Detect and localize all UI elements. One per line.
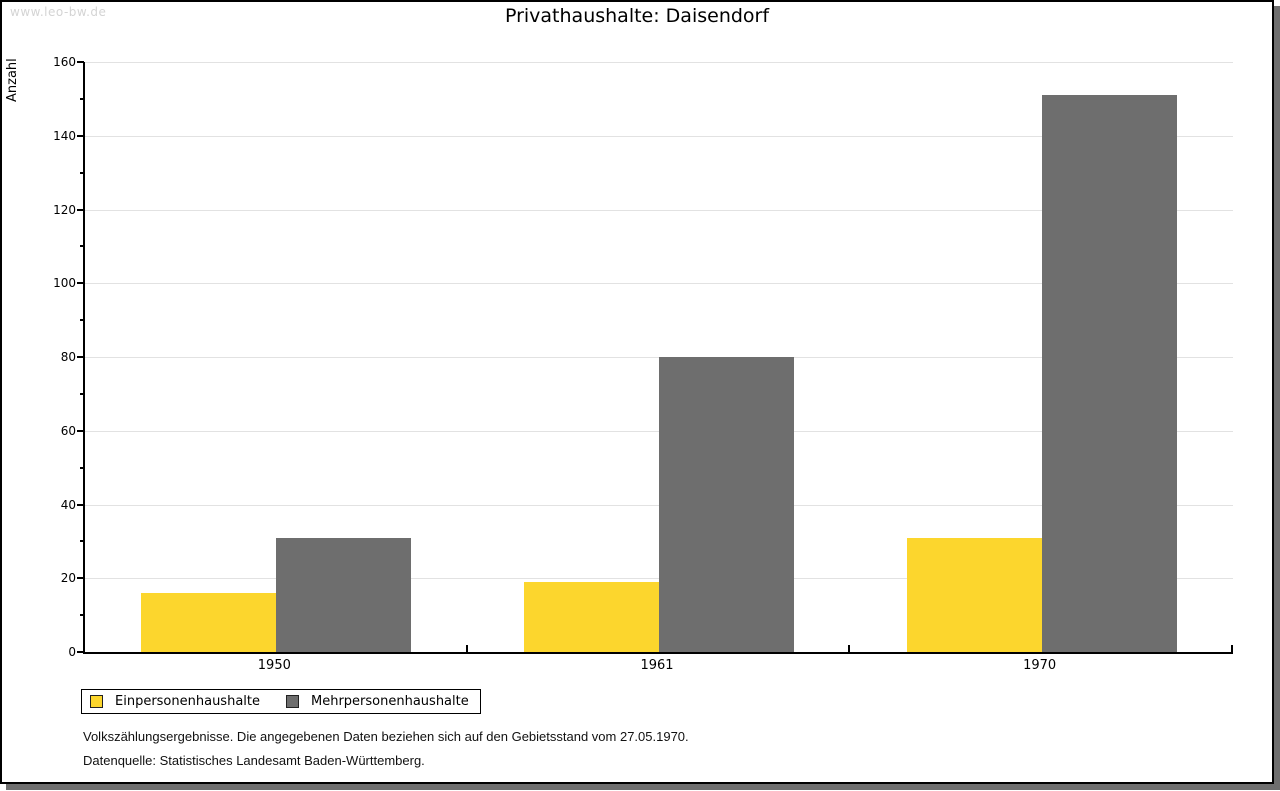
y-tick-minor-30	[80, 540, 84, 543]
legend-swatch-einpersonenhaushalte-icon	[90, 695, 103, 708]
y-tick-minor-110	[80, 245, 84, 248]
y-tick-label-160: 160	[53, 55, 76, 69]
legend: Einpersonenhaushalte Mehrpersonenhaushal…	[81, 689, 481, 714]
y-tick-major-40	[77, 503, 84, 506]
y-tick-minor-50	[80, 466, 84, 469]
bar-einpersonenhaushalte-1970	[906, 537, 1042, 652]
x-tick-label-1950: 1950	[257, 658, 291, 673]
y-tick-major-120	[77, 208, 84, 211]
legend-swatch-mehrpersonenhaushalte-icon	[286, 695, 299, 708]
chart-title: Privathaushalte: Daisendorf	[504, 5, 770, 27]
x-boundary-tick-1	[466, 645, 468, 652]
y-tick-minor-70	[80, 392, 84, 395]
footnote-source-note: Volkszählungsergebnisse. Die angegebenen…	[83, 729, 689, 744]
bar-mehrpersonenhaushalte-1950	[276, 537, 412, 652]
y-tick-label-80: 80	[60, 350, 76, 364]
y-tick-minor-150	[80, 97, 84, 100]
legend-label-mehrpersonenhaushalte: Mehrpersonenhaushalte	[311, 694, 469, 709]
y-tick-major-160	[77, 61, 84, 63]
gridline-y-160	[85, 62, 1233, 63]
bar-mehrpersonenhaushalte-1961	[659, 357, 794, 652]
legend-item-mehrpersonenhaushalte: Mehrpersonenhaushalte	[286, 694, 469, 709]
y-tick-major-100	[77, 282, 84, 285]
plot-area	[77, 61, 1233, 654]
watermark: www.leo-bw.de	[10, 5, 107, 19]
y-tick-minor-130	[80, 171, 84, 174]
y-tick-major-20	[77, 577, 84, 580]
x-tick-label-1961: 1961	[640, 658, 674, 673]
y-tick-major-60	[77, 429, 84, 432]
x-boundary-tick-3	[1231, 645, 1233, 652]
y-tick-major-80	[77, 356, 84, 358]
gridline-y-100	[85, 283, 1233, 285]
gridline-y-140	[85, 135, 1233, 137]
y-tick-minor-90	[80, 319, 84, 322]
y-tick-label-60: 60	[60, 423, 76, 438]
x-boundary-tick-2	[848, 645, 850, 652]
y-tick-major-0	[77, 651, 84, 653]
y-tick-label-100: 100	[53, 276, 76, 291]
y-tick-label-0: 0	[68, 645, 76, 659]
y-tick-minor-10	[80, 614, 84, 617]
footnote-data-source: Datenquelle: Statistisches Landesamt Bad…	[83, 753, 425, 768]
y-tick-label-20: 20	[60, 571, 76, 586]
y-tick-label-40: 40	[60, 497, 76, 512]
x-tick-label-1970: 1970	[1023, 658, 1057, 673]
bar-einpersonenhaushalte-1950	[141, 593, 277, 652]
legend-item-einpersonenhaushalte: Einpersonenhaushalte	[90, 694, 260, 709]
y-tick-major-140	[77, 134, 84, 137]
gridline-y-120	[85, 209, 1233, 211]
y-tick-label-140: 140	[53, 128, 76, 143]
bar-mehrpersonenhaushalte-1970	[1041, 95, 1177, 652]
bar-einpersonenhaushalte-1961	[524, 581, 659, 652]
legend-label-einpersonenhaushalte: Einpersonenhaushalte	[115, 694, 260, 709]
y-tick-label-120: 120	[53, 202, 76, 217]
y-axis-label: Anzahl	[5, 58, 20, 102]
